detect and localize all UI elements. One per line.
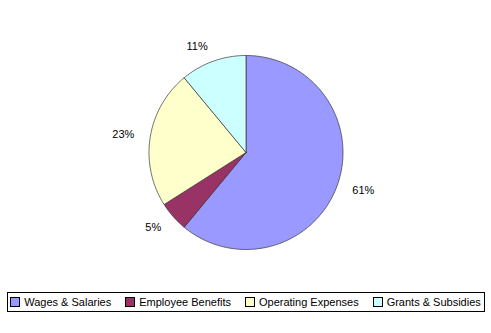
svg-text:5%: 5% <box>145 221 161 233</box>
html-text:Grants & Subsidies: Grants & Subsidies <box>386 296 481 308</box>
svg-text:61%: 61% <box>352 184 374 196</box>
svg-text:23%: 23% <box>112 128 134 140</box>
svg-text:11%: 11% <box>187 40 208 52</box>
html-text:Wages & Salaries: Wages & Salaries <box>24 296 112 308</box>
html-text:Operating Expenses: Operating Expenses <box>259 296 359 308</box>
html-text:Employee Benefits: Employee Benefits <box>139 296 231 308</box>
